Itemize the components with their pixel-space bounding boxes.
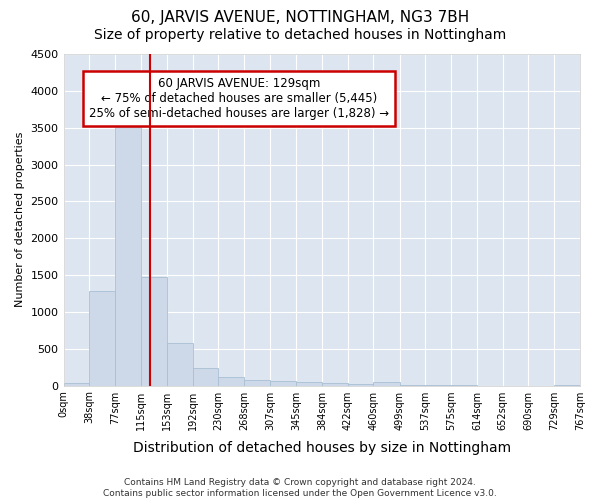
Bar xyxy=(141,277,167,386)
Bar xyxy=(322,384,347,386)
Text: 60 JARVIS AVENUE: 129sqm
← 75% of detached houses are smaller (5,445)
25% of sem: 60 JARVIS AVENUE: 129sqm ← 75% of detach… xyxy=(89,77,389,120)
Bar xyxy=(347,384,373,386)
Bar xyxy=(115,127,141,386)
Bar xyxy=(167,343,193,386)
Text: 60, JARVIS AVENUE, NOTTINGHAM, NG3 7BH: 60, JARVIS AVENUE, NOTTINGHAM, NG3 7BH xyxy=(131,10,469,25)
Bar xyxy=(270,382,296,386)
Y-axis label: Number of detached properties: Number of detached properties xyxy=(15,132,25,308)
Text: Size of property relative to detached houses in Nottingham: Size of property relative to detached ho… xyxy=(94,28,506,42)
Bar xyxy=(296,382,322,386)
Bar xyxy=(373,382,400,386)
Bar xyxy=(64,383,89,386)
Bar xyxy=(193,368,218,386)
Bar xyxy=(244,380,270,386)
Bar xyxy=(89,291,115,386)
X-axis label: Distribution of detached houses by size in Nottingham: Distribution of detached houses by size … xyxy=(133,441,511,455)
Text: Contains HM Land Registry data © Crown copyright and database right 2024.
Contai: Contains HM Land Registry data © Crown c… xyxy=(103,478,497,498)
Bar xyxy=(218,377,244,386)
